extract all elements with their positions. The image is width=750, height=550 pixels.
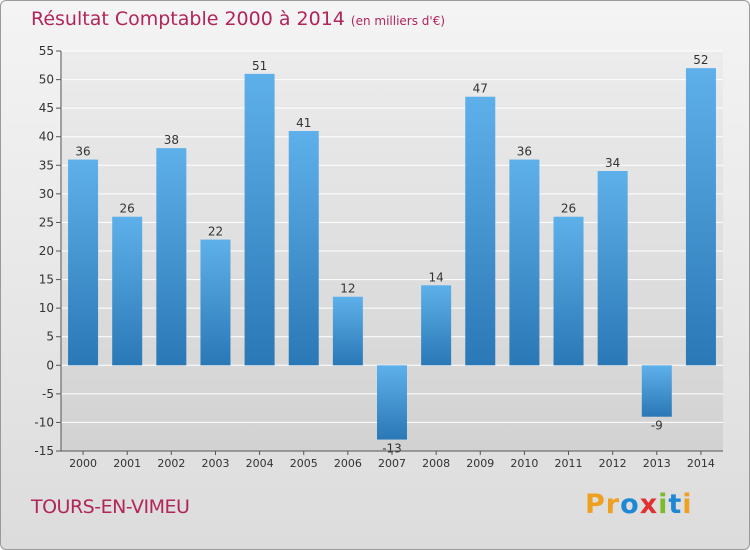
bar-2014	[685, 68, 716, 366]
chart-title-text: Résultat Comptable 2000 à 2014	[31, 8, 345, 30]
logo-letter: P	[585, 489, 606, 520]
x-tick-label: 2000	[69, 457, 97, 470]
y-tick-label: 25	[39, 215, 54, 229]
data-label-2012: 34	[605, 156, 620, 170]
data-label-2000: 36	[75, 145, 90, 159]
x-tick-label: 2006	[334, 457, 362, 470]
y-tick-label: 20	[39, 244, 54, 258]
y-tick-label: -10	[34, 415, 54, 429]
logo-letter: r	[605, 489, 621, 520]
data-label-2003: 22	[208, 225, 223, 239]
bar-2008	[421, 285, 452, 366]
y-tick-label: 55	[39, 44, 54, 58]
y-tick-label: 15	[39, 273, 54, 287]
bar-2005	[288, 131, 319, 366]
y-tick-label: 50	[39, 73, 54, 87]
y-tick-label: 30	[39, 187, 54, 201]
y-tick-label: 10	[39, 301, 54, 315]
data-label-2006: 12	[340, 282, 355, 296]
bar-2009	[465, 96, 496, 366]
bar-2006	[332, 296, 363, 366]
x-tick-label: 2008	[422, 457, 450, 470]
y-tick-label: -15	[34, 444, 54, 458]
data-label-2014: 52	[693, 53, 708, 67]
bar-2012	[597, 171, 628, 366]
data-label-2007: -13	[382, 442, 402, 456]
data-label-2010: 36	[517, 145, 532, 159]
logo-letter: t	[668, 489, 683, 520]
x-tick-label: 2010	[510, 457, 538, 470]
bar-2000	[68, 159, 99, 366]
bar-2007	[377, 365, 407, 440]
x-tick-label: 2009	[466, 457, 494, 470]
x-tick-label: 2014	[687, 457, 715, 470]
x-tick-label: 2003	[201, 457, 229, 470]
y-tick-label: 0	[46, 358, 54, 372]
bar-2001	[112, 216, 143, 366]
y-tick-label: 35	[39, 158, 54, 172]
chart-subtitle: (en milliers d'€)	[350, 14, 446, 28]
data-label-2004: 51	[252, 59, 267, 73]
logo-letter: o	[620, 489, 640, 520]
x-tick-label: 2005	[290, 457, 318, 470]
data-label-2005: 41	[296, 116, 311, 130]
x-tick-label: 2012	[599, 457, 627, 470]
logo-letter: x	[639, 489, 659, 520]
y-tick-label: 40	[39, 130, 54, 144]
bar-2010	[509, 159, 540, 366]
proxiti-logo: Proxiti	[585, 489, 693, 520]
x-tick-label: 2002	[157, 457, 185, 470]
bar-2002	[156, 148, 187, 366]
data-label-2008: 14	[428, 270, 443, 284]
x-tick-label: 2004	[246, 457, 274, 470]
chart-title: Résultat Comptable 2000 à 2014 (en millie…	[31, 8, 445, 30]
bar-2003	[200, 239, 231, 366]
y-tick-label: -5	[42, 387, 54, 401]
data-label-2002: 38	[164, 133, 179, 147]
city-name: TOURS-EN-VIMEU	[31, 496, 190, 518]
logo-letter: i	[682, 489, 693, 520]
x-tick-label: 2013	[643, 457, 671, 470]
logo-letter: i	[658, 489, 669, 520]
y-tick-label: 45	[39, 101, 54, 115]
data-label-2013: -9	[651, 419, 663, 433]
bar-2011	[553, 216, 584, 366]
bar-2013	[641, 365, 672, 417]
data-label-2001: 26	[120, 202, 135, 216]
x-tick-label: 2007	[378, 457, 406, 470]
x-tick-label: 2011	[555, 457, 583, 470]
x-tick-label: 2001	[113, 457, 141, 470]
y-tick-label: 5	[46, 330, 54, 344]
data-label-2011: 26	[561, 202, 576, 216]
data-label-2009: 47	[473, 82, 488, 96]
bar-2004	[244, 73, 275, 366]
